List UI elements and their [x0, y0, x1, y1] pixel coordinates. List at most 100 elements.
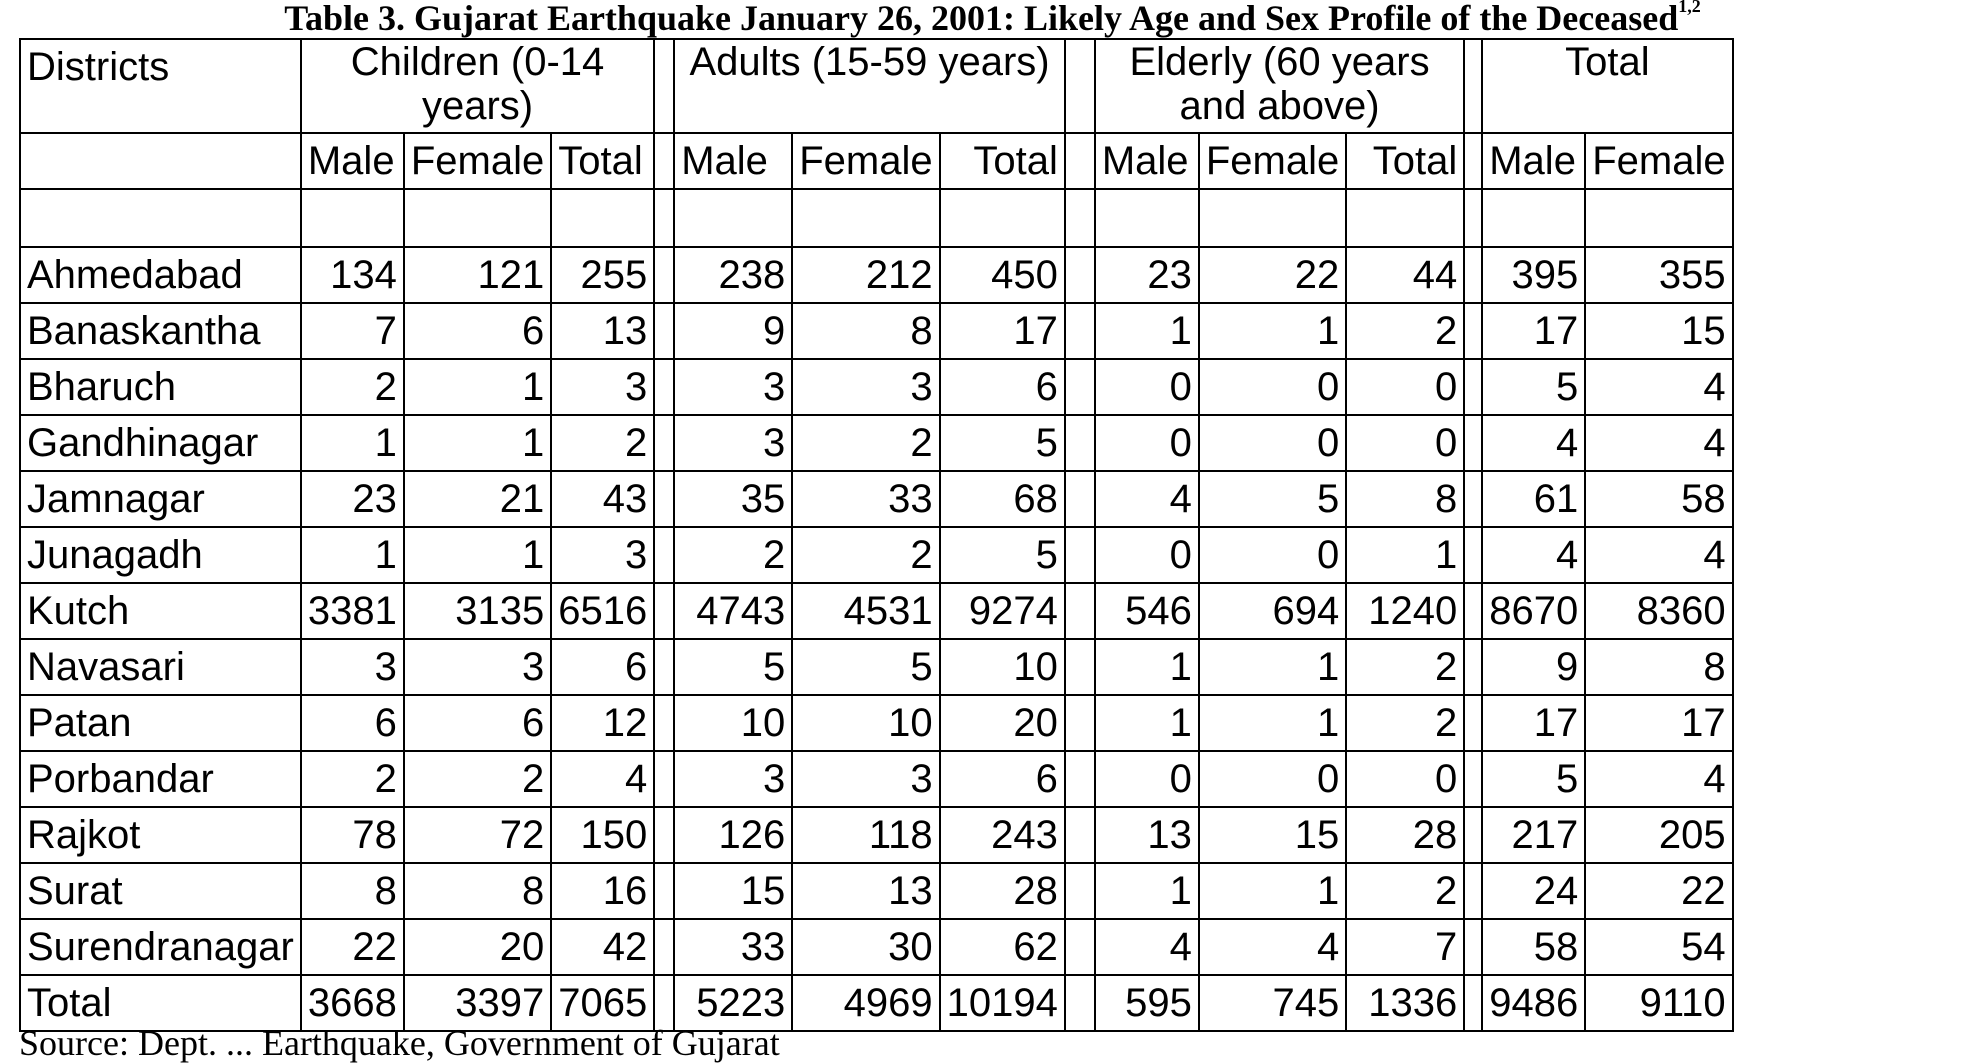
- column-gap: [1063, 132, 1096, 190]
- value-cell: 546: [1093, 582, 1200, 640]
- value-cell: 8360: [1584, 582, 1734, 640]
- district-cell: Junagadh: [19, 526, 302, 584]
- value-cell: 1240: [1345, 582, 1466, 640]
- value-cell: 205: [1584, 806, 1734, 864]
- value-cell: 7: [299, 302, 405, 360]
- value-cell: 10: [791, 694, 941, 752]
- column-gap: [1463, 806, 1484, 864]
- empty-cell: [1093, 188, 1200, 248]
- value-cell: 7: [1345, 918, 1466, 976]
- table-row: Ahmedabad 134 121 255 238 212 450 23 22 44 395 355: [19, 246, 1734, 304]
- column-gap: [1463, 38, 1484, 134]
- value-cell: 2: [299, 750, 405, 808]
- value-cell: 1: [1345, 526, 1466, 584]
- value-cell: 0: [1093, 414, 1200, 472]
- table-body: Ahmedabad 134 121 255 238 212 450 23 22 44 395 355 B…: [19, 246, 1734, 1032]
- value-cell: 217: [1481, 806, 1587, 864]
- column-gap: [1063, 526, 1096, 584]
- value-cell: 4: [1584, 414, 1734, 472]
- column-gap: [653, 358, 676, 416]
- column-gap: [653, 638, 676, 696]
- column-gap: [1463, 470, 1484, 528]
- district-cell: Gandhinagar: [19, 414, 302, 472]
- value-cell: 23: [299, 470, 405, 528]
- table-row: Surat 8 8 16 15 13 28 1 1 2 24 22: [19, 862, 1734, 920]
- value-cell: 15: [1197, 806, 1348, 864]
- value-cell: 33: [791, 470, 941, 528]
- value-cell: 68: [938, 470, 1066, 528]
- value-cell: 22: [299, 918, 405, 976]
- value-cell: 395: [1481, 246, 1587, 304]
- value-cell: 1: [402, 358, 553, 416]
- district-cell: Rajkot: [19, 806, 302, 864]
- column-gap: [1063, 38, 1096, 134]
- empty-cell: [19, 188, 302, 248]
- value-cell: 78: [299, 806, 405, 864]
- table-row: Gandhinagar 1 1 2 3 2 5 0 0 0 4 4: [19, 414, 1734, 472]
- table-row: Porbandar 2 2 4 3 3 6 0 0 0 5 4: [19, 750, 1734, 808]
- value-cell: 15: [673, 862, 794, 920]
- header-row-groups: Districts Children (0-14 years) Adults (…: [19, 38, 1734, 134]
- column-gap: [1063, 188, 1096, 248]
- subheader-elderly-total: Total: [1345, 132, 1466, 190]
- value-cell: 2: [1345, 862, 1466, 920]
- value-cell: 4: [1481, 414, 1587, 472]
- deceased-profile-table: Districts Children (0-14 years) Adults (…: [19, 38, 1734, 1032]
- column-gap: [653, 694, 676, 752]
- value-cell: 0: [1197, 358, 1348, 416]
- value-cell: 5: [1481, 750, 1587, 808]
- value-cell: 8670: [1481, 582, 1587, 640]
- column-gap: [653, 414, 676, 472]
- header-row-sex: Male Female Total Male Female Total Male…: [19, 132, 1734, 190]
- column-gap: [1063, 302, 1096, 360]
- district-cell: Surat: [19, 862, 302, 920]
- column-gap: [1063, 638, 1096, 696]
- value-cell: 58: [1584, 470, 1734, 528]
- district-cell: Bharuch: [19, 358, 302, 416]
- empty-cell: [299, 188, 405, 248]
- value-cell: 4: [1481, 526, 1587, 584]
- value-cell: 6: [402, 694, 553, 752]
- value-cell: 17: [1584, 694, 1734, 752]
- column-gap: [1063, 750, 1096, 808]
- value-cell: 745: [1197, 974, 1348, 1032]
- column-gap: [1463, 302, 1484, 360]
- value-cell: 22: [1584, 862, 1734, 920]
- table-row: Surendranagar 22 20 42 33 30 62 4 4 7 58 54: [19, 918, 1734, 976]
- value-cell: 33: [673, 918, 794, 976]
- value-cell: 5: [673, 638, 794, 696]
- value-cell: 6: [938, 750, 1066, 808]
- value-cell: 3135: [402, 582, 553, 640]
- column-gap: [1063, 414, 1096, 472]
- subheader-elderly-female: Female: [1197, 132, 1348, 190]
- value-cell: 8: [1584, 638, 1734, 696]
- value-cell: 9110: [1584, 974, 1734, 1032]
- district-cell: Surendranagar: [19, 918, 302, 976]
- value-cell: 10: [938, 638, 1066, 696]
- value-cell: 20: [402, 918, 553, 976]
- empty-cell: [1481, 188, 1587, 248]
- subheader-children-male: Male: [299, 132, 405, 190]
- empty-cell: [1197, 188, 1348, 248]
- column-gap: [653, 246, 676, 304]
- value-cell: 61: [1481, 470, 1587, 528]
- empty-cell: [550, 188, 656, 248]
- column-gap: [1063, 806, 1096, 864]
- value-cell: 15: [1584, 302, 1734, 360]
- value-cell: 24: [1481, 862, 1587, 920]
- column-gap: [1463, 188, 1484, 248]
- value-cell: 7065: [550, 974, 656, 1032]
- value-cell: 8: [1345, 470, 1466, 528]
- column-gap: [653, 862, 676, 920]
- value-cell: 20: [938, 694, 1066, 752]
- value-cell: 9274: [938, 582, 1066, 640]
- value-cell: 0: [1197, 414, 1348, 472]
- column-gap: [653, 188, 676, 248]
- value-cell: 2: [550, 414, 656, 472]
- table-title-text: Table 3. Gujarat Earthquake January 26, …: [284, 0, 1679, 38]
- column-gap: [1463, 246, 1484, 304]
- value-cell: 3: [402, 638, 553, 696]
- value-cell: 1: [1197, 862, 1348, 920]
- value-cell: 3: [550, 526, 656, 584]
- column-gap: [1063, 862, 1096, 920]
